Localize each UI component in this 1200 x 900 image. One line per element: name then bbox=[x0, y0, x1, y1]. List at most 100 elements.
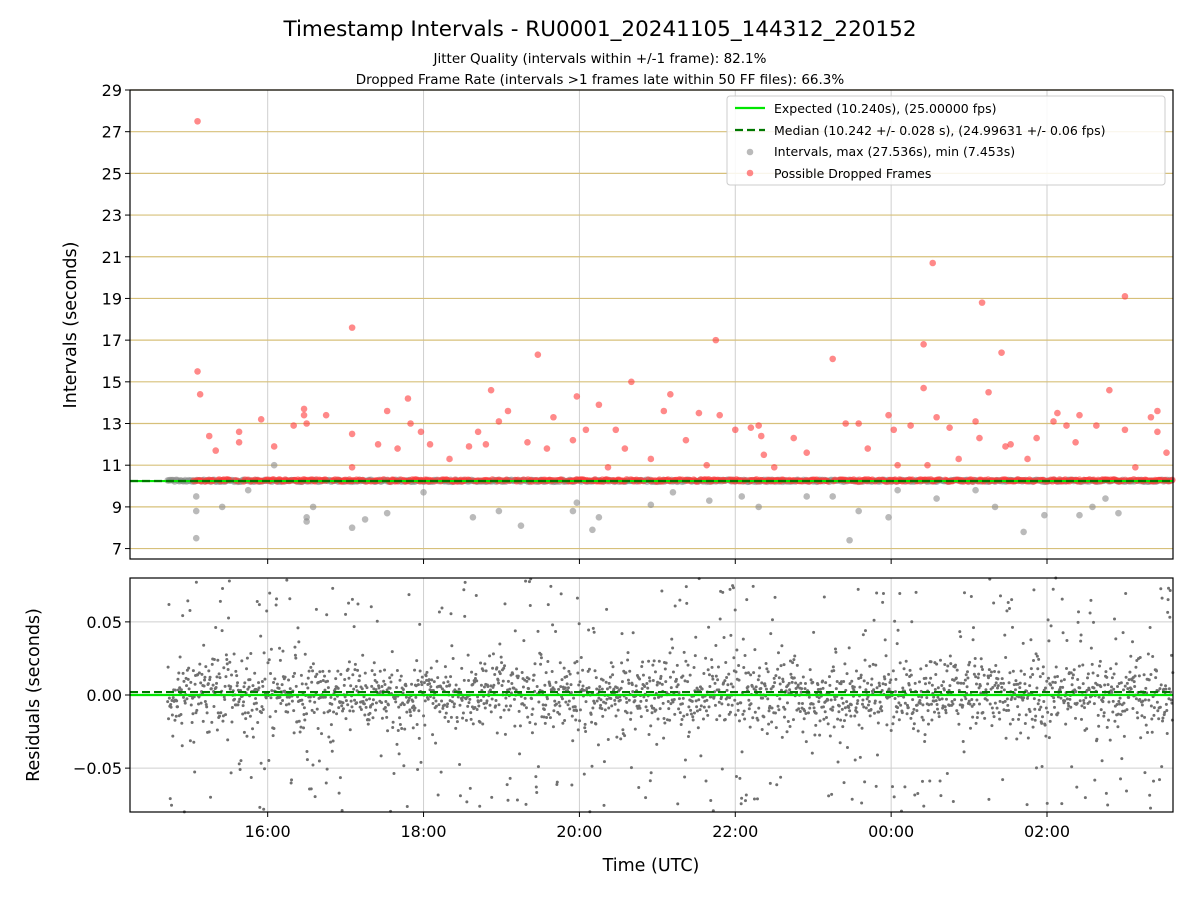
residual-point bbox=[552, 687, 556, 691]
residual-point bbox=[1119, 713, 1123, 717]
residual-point bbox=[827, 794, 831, 798]
residual-point bbox=[174, 714, 178, 718]
residual-point bbox=[416, 678, 420, 682]
residual-point bbox=[473, 676, 477, 680]
residual-point bbox=[503, 732, 507, 736]
residual-point bbox=[445, 705, 449, 709]
residual-point bbox=[747, 698, 751, 702]
residual-point bbox=[940, 697, 944, 701]
residual-point bbox=[1014, 679, 1018, 683]
residual-point bbox=[645, 682, 649, 686]
residual-point bbox=[766, 697, 770, 701]
residual-point bbox=[683, 679, 687, 683]
residual-point bbox=[275, 597, 279, 601]
residual-point bbox=[1025, 696, 1029, 700]
residual-point bbox=[735, 648, 739, 652]
residual-point bbox=[471, 682, 475, 686]
residual-point bbox=[297, 719, 301, 723]
residual-point bbox=[571, 739, 575, 743]
residual-point bbox=[999, 681, 1003, 685]
residual-point bbox=[180, 721, 184, 725]
residual-point bbox=[1007, 681, 1011, 685]
residual-point bbox=[946, 664, 950, 668]
residual-point bbox=[526, 715, 530, 719]
residual-point bbox=[779, 664, 783, 668]
residual-point bbox=[685, 601, 689, 605]
residual-point bbox=[814, 711, 818, 715]
residual-point bbox=[211, 683, 215, 687]
residual-point bbox=[566, 703, 570, 707]
residual-point bbox=[1008, 671, 1012, 675]
residual-point bbox=[1156, 709, 1160, 713]
residual-point bbox=[202, 684, 206, 688]
residual-point bbox=[333, 687, 337, 691]
residual-point bbox=[686, 663, 690, 667]
residual-point bbox=[1149, 704, 1153, 708]
residual-point bbox=[881, 600, 885, 604]
residual-point bbox=[188, 739, 192, 743]
residual-point bbox=[171, 734, 175, 738]
residual-point bbox=[987, 668, 991, 672]
interval-outlier-point bbox=[218, 503, 226, 511]
residual-point bbox=[687, 705, 691, 709]
residual-point bbox=[1052, 699, 1056, 703]
dropped-frame-point bbox=[712, 336, 720, 344]
residual-point bbox=[479, 661, 483, 665]
residual-point bbox=[1136, 716, 1140, 720]
residual-point bbox=[870, 677, 874, 681]
residual-point bbox=[944, 697, 948, 701]
residual-point bbox=[704, 779, 708, 783]
residual-point bbox=[980, 665, 984, 669]
intervals-y-tick-label: 23 bbox=[102, 206, 122, 225]
residual-point bbox=[374, 701, 378, 705]
residual-point bbox=[495, 731, 499, 735]
dropped-frame-baseline-point bbox=[1169, 476, 1176, 484]
residual-point bbox=[1033, 707, 1037, 711]
residual-point bbox=[584, 700, 588, 704]
residual-point bbox=[992, 601, 996, 605]
dropped-frame-point bbox=[495, 418, 503, 425]
residual-point bbox=[596, 743, 600, 747]
residual-point bbox=[601, 678, 605, 682]
residual-point bbox=[478, 720, 482, 724]
residual-point bbox=[925, 696, 929, 700]
residual-point bbox=[689, 712, 693, 716]
residual-point bbox=[796, 683, 800, 687]
residual-point bbox=[690, 699, 694, 703]
residual-point bbox=[791, 661, 795, 665]
residual-point bbox=[832, 725, 836, 729]
residual-point bbox=[178, 655, 182, 659]
residual-point bbox=[455, 715, 459, 719]
residual-point bbox=[998, 699, 1002, 703]
residual-point bbox=[1159, 683, 1163, 687]
residual-point bbox=[1066, 701, 1070, 705]
residual-point bbox=[461, 716, 465, 720]
residual-point bbox=[567, 669, 571, 673]
residual-point bbox=[915, 703, 919, 707]
residual-point bbox=[1138, 697, 1142, 701]
residual-point bbox=[934, 672, 938, 676]
residual-point bbox=[879, 705, 883, 709]
residual-point bbox=[737, 678, 741, 682]
residual-point bbox=[1100, 759, 1104, 763]
residual-point bbox=[185, 684, 189, 688]
residual-point bbox=[1125, 681, 1129, 685]
residual-point bbox=[821, 705, 825, 709]
residual-point bbox=[205, 705, 209, 709]
residual-point bbox=[988, 702, 992, 706]
dropped-frame-point bbox=[885, 411, 892, 419]
residual-point bbox=[894, 677, 898, 681]
residual-point bbox=[709, 798, 713, 802]
residual-point bbox=[452, 702, 456, 706]
residual-point bbox=[936, 695, 940, 699]
residual-point bbox=[1118, 696, 1122, 700]
residual-point bbox=[786, 720, 790, 724]
residual-point bbox=[290, 778, 294, 782]
residual-point bbox=[746, 685, 750, 689]
residual-point bbox=[600, 687, 604, 691]
residual-point bbox=[725, 688, 729, 692]
residual-point bbox=[411, 726, 415, 730]
residual-point bbox=[922, 804, 926, 808]
residual-point bbox=[446, 680, 450, 684]
residual-point bbox=[251, 684, 255, 688]
